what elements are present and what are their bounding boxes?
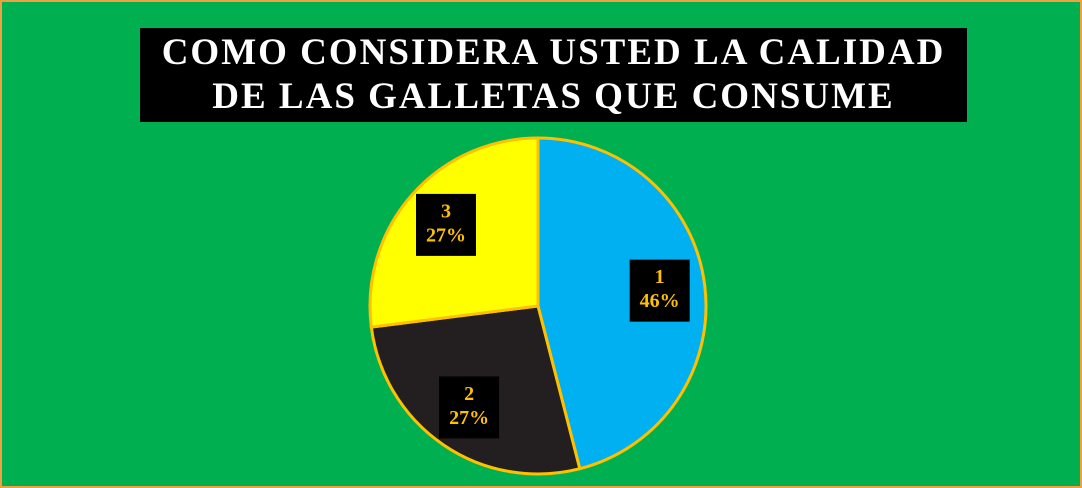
chart-title: COMO CONSIDERA USTED LA CALIDAD DE LAS G… [140, 28, 967, 122]
slice-value-label: 46% [640, 290, 680, 312]
pie-slice [536, 136, 708, 471]
label-box [416, 193, 477, 256]
slice-category: 3 [441, 200, 451, 222]
slice-category: 2 [464, 383, 474, 405]
label-box [629, 259, 690, 322]
slice-value-label: 27% [426, 224, 466, 246]
slice-value-label: 27% [449, 407, 489, 429]
label-box [439, 376, 500, 439]
slice-category: 1 [655, 266, 665, 288]
